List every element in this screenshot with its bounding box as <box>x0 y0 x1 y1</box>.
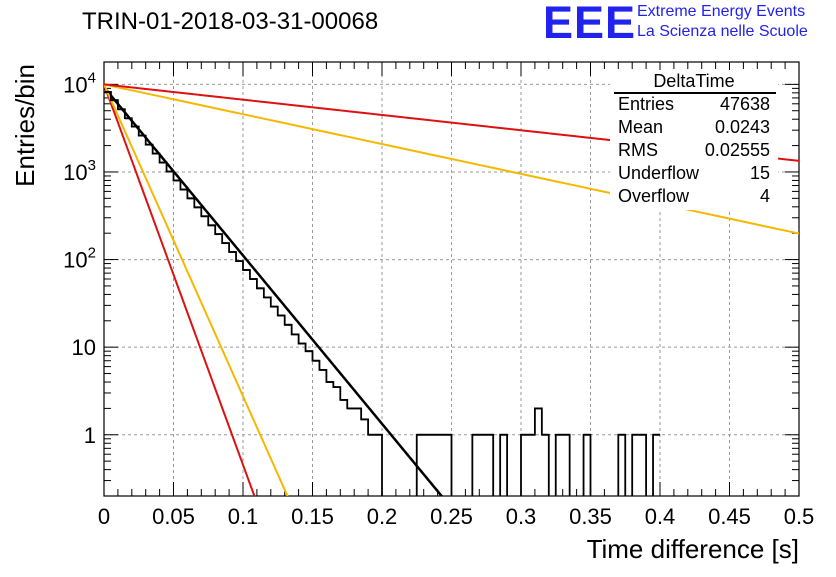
y-tick-label-base: 10 <box>63 160 87 185</box>
y-tick-label: 104 <box>63 69 96 97</box>
y-tick-label-exponent: 3 <box>88 157 96 174</box>
plot-content <box>104 83 799 496</box>
y-tick-label-base: 10 <box>63 248 87 273</box>
logo-text-line2: La Scienza nelle Scuole <box>637 23 808 40</box>
y-tick-label: 103 <box>63 157 96 185</box>
axis-ticks <box>103 62 800 497</box>
x-tick-label: 0.5 <box>784 504 815 529</box>
x-tick-label: 0.25 <box>430 504 473 529</box>
curve-orange <box>104 83 289 496</box>
y-tick-label-exponent: 2 <box>88 245 96 262</box>
eee-logo: EEE <box>543 0 637 48</box>
histogram-title: TRIN-01-2018-03-31-00068 <box>82 8 379 35</box>
stats-row-label: Underflow <box>618 163 700 183</box>
x-tick-label: 0.35 <box>569 504 612 529</box>
stats-box-title: DeltaTime <box>653 71 734 91</box>
x-tick-label: 0.15 <box>291 504 334 529</box>
x-tick-label: 0.4 <box>645 504 676 529</box>
y-tick-label-exponent: 4 <box>88 69 96 86</box>
x-tick-label: 0.1 <box>228 504 259 529</box>
y-tick-label: 1 <box>84 423 96 448</box>
x-tick-label: 0 <box>98 504 110 529</box>
grid-lines <box>104 62 799 496</box>
y-tick-label: 10 <box>72 335 96 360</box>
stats-row-value: 0.02555 <box>705 140 770 160</box>
y-tick-label-base: 10 <box>63 72 87 97</box>
histogram-steps <box>104 91 660 496</box>
x-tick-label: 0.45 <box>708 504 751 529</box>
y-axis-title: Entries/bin <box>10 64 40 187</box>
curve-red <box>104 84 256 496</box>
stats-row-value: 0.0243 <box>715 117 770 137</box>
stats-row-label: RMS <box>618 140 658 160</box>
x-tick-label: 0.3 <box>506 504 537 529</box>
stats-row-value: 15 <box>750 163 770 183</box>
stats-row-value: 4 <box>760 186 770 206</box>
curve-fit <box>104 86 444 496</box>
logo-text-line1: Extreme Energy Events <box>637 3 806 20</box>
x-axis-title: Time difference [s] <box>587 534 799 564</box>
stats-row-value: 47638 <box>720 94 770 114</box>
histogram-bins <box>104 91 660 436</box>
y-tick-label: 102 <box>63 245 96 273</box>
x-tick-label: 0.05 <box>152 504 195 529</box>
stats-row-label: Entries <box>618 94 674 114</box>
x-tick-label: 0.2 <box>367 504 398 529</box>
stats-box: DeltaTime Entries 47638 Mean 0.0243 RMS 0.0255… <box>610 70 778 210</box>
stats-row-label: Mean <box>618 117 663 137</box>
stats-row-label: Overflow <box>618 186 690 206</box>
